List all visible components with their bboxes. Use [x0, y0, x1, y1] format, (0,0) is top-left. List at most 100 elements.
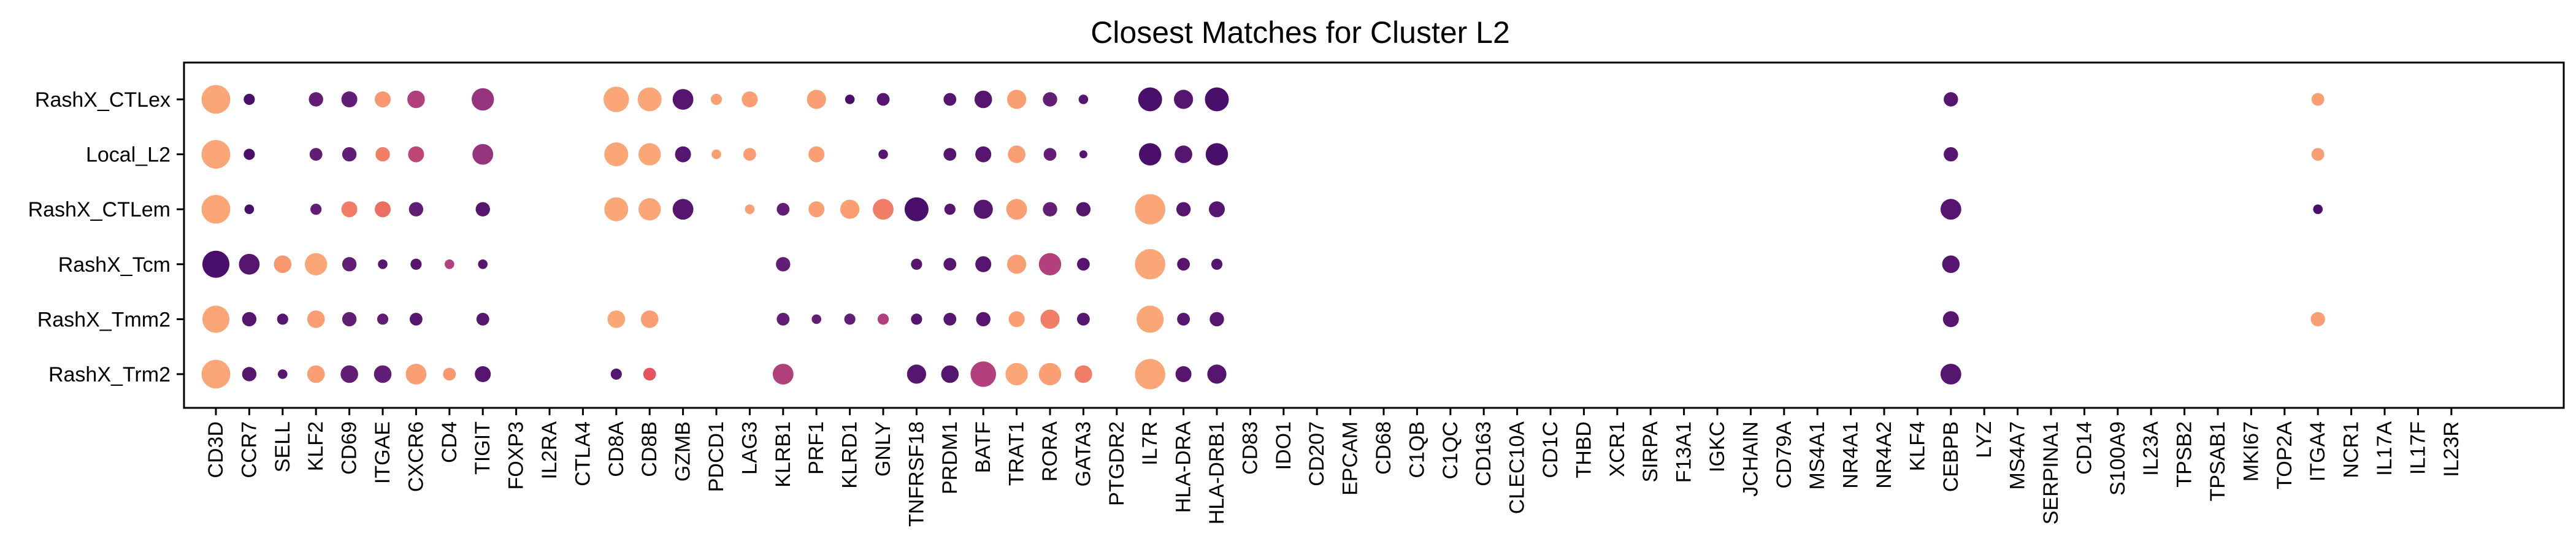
dot-rashx-tmm2-prdm1	[943, 313, 957, 326]
dot-rashx-tmm2-cd8a	[607, 310, 626, 328]
x-tick-label-cxcr6: CXCR6	[404, 421, 427, 492]
x-tick-label-lag3: LAG3	[738, 421, 761, 475]
x-tick-label-s100a9: S100A9	[2106, 421, 2129, 496]
dot-rashx-ctlex-itgae	[375, 91, 391, 107]
dot-local-l2-gata3	[1079, 150, 1087, 159]
dot-rashx-ctlex-hla-drb1	[1205, 87, 1229, 112]
dot-rashx-ctlem-prdm1	[944, 204, 956, 215]
dot-rashx-trm2-tnfrsf18	[907, 364, 926, 384]
y-axis: RashX_CTLex Local_L2 RashX_CTLem RashX_Tcm R…	[28, 88, 184, 386]
y-tick-label-rashx-ctlem: RashX_CTLem	[28, 198, 171, 221]
dot-local-l2-rora	[1043, 148, 1057, 161]
dot-rashx-tmm2-cebpb	[1942, 311, 1959, 328]
x-tick-label-foxp3: FOXP3	[505, 421, 528, 489]
x-tick-label-tigit: TIGIT	[471, 421, 494, 475]
dot-rashx-ctlem-cd8a	[604, 197, 629, 221]
dot-rashx-tcm-trat1	[1007, 255, 1027, 274]
x-tick-label-c1qb: C1QB	[1405, 421, 1428, 478]
x-tick-label-cd14: CD14	[2072, 421, 2096, 475]
dot-rashx-ctlem-prf1	[808, 201, 825, 218]
x-tick-label-ms4a7: MS4A7	[2006, 421, 2030, 490]
dot-rashx-trm2-sell	[278, 369, 288, 379]
dot-rashx-tcm-cxcr6	[410, 258, 422, 270]
dot-rashx-trm2-cxcr6	[405, 364, 427, 385]
dot-rashx-ctlem-il7r	[1135, 194, 1165, 224]
dot-rashx-trm2-cd8a	[610, 368, 622, 380]
dot-rashx-ctlem-trat1	[1006, 199, 1027, 220]
x-tick-label-il2ra: IL2RA	[538, 421, 561, 480]
dot-rashx-tcm-gata3	[1077, 258, 1090, 271]
x-tick-label-gzmb: GZMB	[672, 421, 695, 481]
dot-local-l2-cd8a	[604, 142, 629, 167]
dot-rashx-tcm-cd69	[342, 257, 357, 272]
x-tick-label-itga4: ITGA4	[2306, 421, 2329, 481]
dot-rashx-tmm2-hla-dra	[1177, 313, 1190, 326]
x-tick-label-ms4a1: MS4A1	[1806, 421, 1829, 490]
dot-rashx-ctlem-hla-dra	[1176, 202, 1191, 217]
dot-rashx-tmm2-klrb1	[776, 313, 790, 326]
dot-rashx-tmm2-rora	[1040, 309, 1060, 329]
dot-rashx-tcm-sell	[274, 255, 292, 274]
dots-layer	[201, 85, 2325, 389]
x-tick-label-il17a: IL17A	[2373, 421, 2396, 476]
x-tick-label-cd8a: CD8A	[605, 421, 628, 477]
x-tick-label-ido1: IDO1	[1272, 421, 1295, 470]
dot-rashx-ctlex-lag3	[742, 91, 758, 107]
dot-rashx-ctlex-cd3d	[201, 85, 231, 114]
dot-rashx-ctlem-klrd1	[840, 199, 860, 219]
dot-rashx-ctlex-itga4	[2311, 93, 2325, 106]
dot-local-l2-cebpb	[1944, 147, 1958, 162]
dot-local-l2-hla-drb1	[1205, 143, 1229, 166]
dot-rashx-ctlem-batf	[973, 199, 993, 219]
x-tick-label-il7r: IL7R	[1138, 421, 1162, 466]
dot-rashx-ctlex-cebpb	[1944, 92, 1958, 107]
x-tick-label-hla-drb1: HLA-DRB1	[1205, 421, 1229, 524]
x-tick-label-tpsab1: TPSAB1	[2206, 421, 2229, 501]
dot-rashx-ctlem-gzmb	[672, 199, 694, 220]
dot-rashx-trm2-trat1	[1005, 362, 1028, 386]
x-tick-label-cebpb: CEBPB	[1939, 421, 1963, 492]
x-tick-label-trat1: TRAT1	[1005, 421, 1029, 486]
dot-local-l2-tigit	[472, 144, 494, 165]
dot-rashx-ctlex-trat1	[1007, 90, 1027, 109]
x-tick-label-cd3d: CD3D	[204, 421, 228, 478]
x-tick-label-cd163: CD163	[1472, 421, 1495, 486]
dot-rashx-tcm-cd4	[445, 259, 454, 269]
dot-local-l2-prf1	[808, 146, 825, 163]
dot-rashx-tmm2-trat1	[1008, 311, 1025, 328]
y-tick-label-rashx-tmm2: RashX_Tmm2	[37, 308, 171, 331]
dot-rashx-ctlem-cd69	[341, 201, 358, 218]
x-tick-label-xcr1: XCR1	[1606, 421, 1629, 477]
dot-rashx-trm2-cd3d	[201, 359, 231, 389]
y-tick-label-local-l2: Local_L2	[86, 144, 171, 167]
dot-rashx-trm2-klf2	[307, 365, 325, 383]
dot-rashx-ctlex-cd8b	[637, 87, 662, 112]
dot-rashx-tmm2-itgae	[377, 313, 389, 325]
dot-rashx-tmm2-il7r	[1137, 305, 1164, 333]
dot-rashx-tcm-itgae	[378, 259, 388, 269]
x-tick-label-nr4a1: NR4A1	[1839, 421, 1863, 489]
dot-rashx-ctlem-ccr7	[244, 204, 255, 215]
x-tick-label-itgae: ITGAE	[371, 421, 394, 484]
dot-local-l2-il7r	[1139, 143, 1162, 166]
x-tick-label-gata3: GATA3	[1071, 421, 1095, 486]
dot-rashx-ctlex-cd8a	[604, 86, 629, 112]
x-tick-label-tpsb2: TPSB2	[2173, 421, 2196, 488]
dot-rashx-ctlex-prdm1	[943, 93, 957, 106]
dot-local-l2-itga4	[2311, 148, 2325, 161]
dot-rashx-ctlex-klf2	[309, 92, 323, 107]
dot-rashx-tmm2-sell	[277, 313, 288, 325]
dot-rashx-tmm2-cd3d	[202, 305, 230, 333]
dot-rashx-tmm2-gata3	[1077, 313, 1090, 326]
dot-rashx-tmm2-tigit	[476, 313, 489, 326]
dot-rashx-trm2-gata3	[1075, 365, 1092, 383]
dot-local-l2-cxcr6	[408, 146, 424, 163]
x-tick-label-ptgdr2: PTGDR2	[1105, 421, 1129, 506]
dot-rashx-tcm-prdm1	[943, 258, 957, 271]
dot-rashx-ctlem-cd8b	[638, 198, 661, 221]
x-tick-label-batf: BATF	[972, 421, 995, 473]
dot-rashx-ctlem-lag3	[745, 204, 755, 215]
dot-rashx-trm2-klrb1	[772, 364, 794, 385]
dot-rashx-trm2-hla-dra	[1175, 366, 1192, 382]
